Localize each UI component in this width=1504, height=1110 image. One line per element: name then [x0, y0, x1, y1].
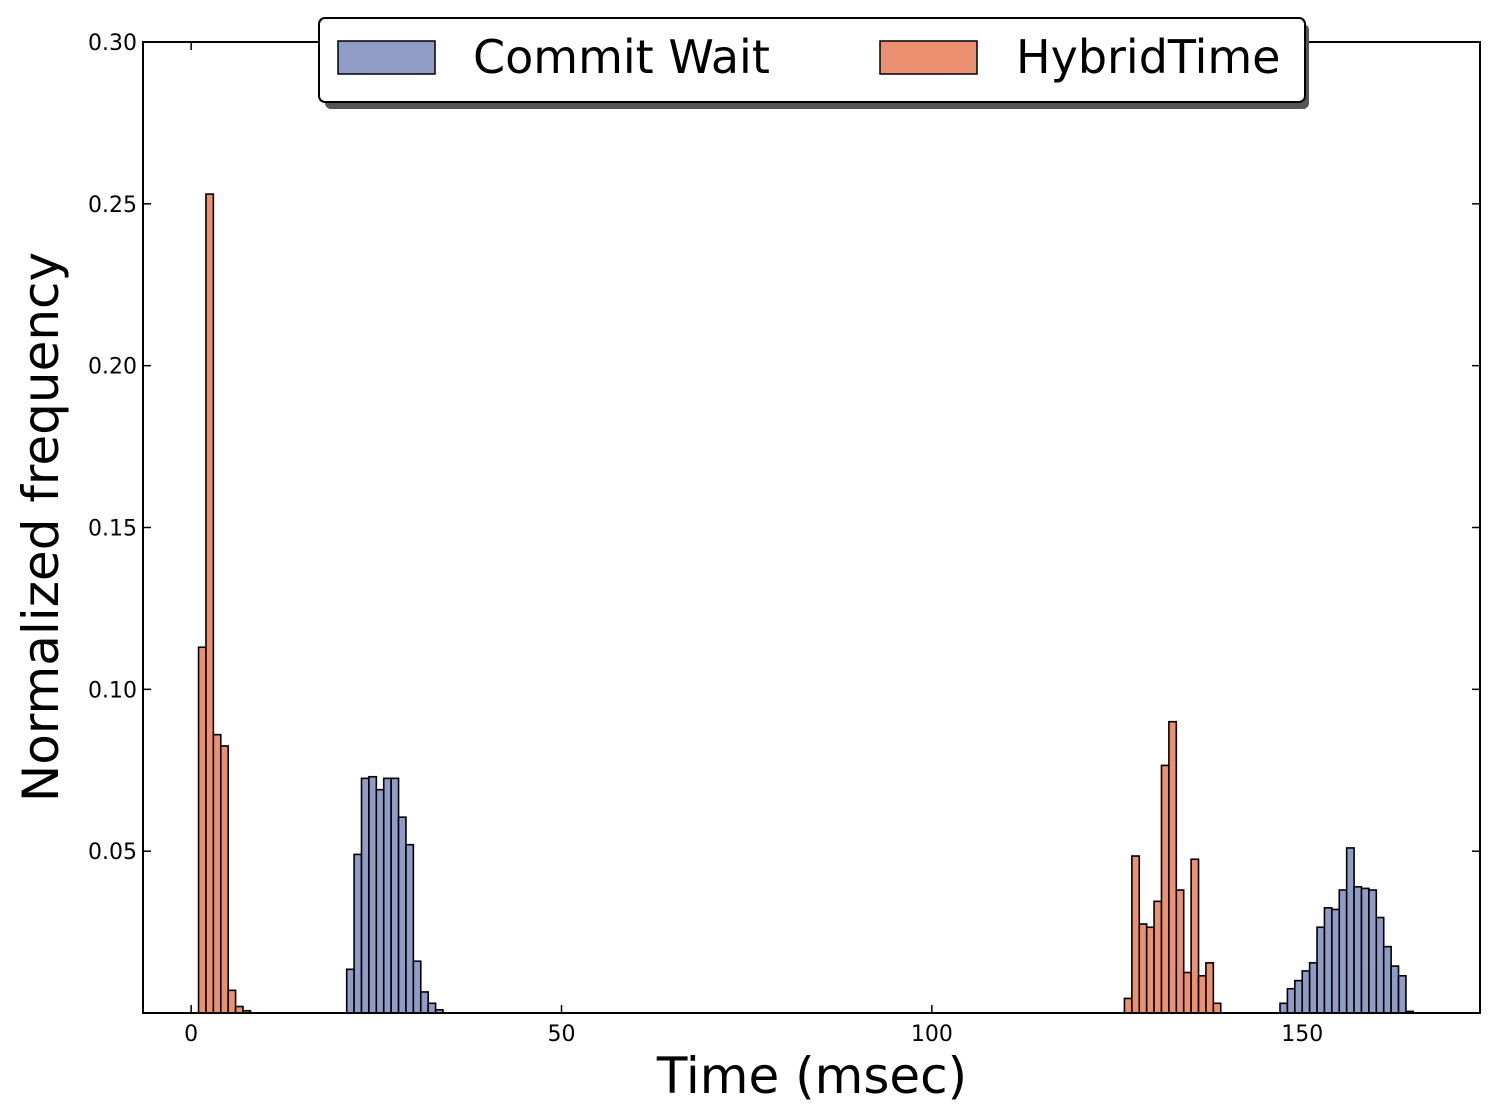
legend-label-commit-wait: Commit Wait [473, 30, 770, 84]
bar-commit-wait [405, 843, 415, 1014]
ticks-layer: 0 50 100 150 0.05 0.10 0.15 0.20 0.25 0.30 [88, 31, 1480, 1047]
legend-box [318, 17, 1306, 103]
bar-hybridtime [1123, 997, 1133, 1014]
bar-commit-wait [419, 991, 429, 1014]
bar-commit-wait [1360, 887, 1370, 1014]
legend-label-hybridtime: HybridTime [1016, 30, 1280, 84]
bar-hybridtime [1168, 720, 1178, 1014]
legend-swatch-hybridtime [879, 40, 978, 75]
x-tick-label: 0 [184, 1022, 198, 1047]
bar-commit-wait [397, 816, 407, 1014]
y-tick-label: 0.20 [88, 355, 137, 380]
bar-commit-wait [382, 777, 392, 1014]
bar-hybridtime [1175, 889, 1185, 1014]
bar-hybridtime [1205, 962, 1215, 1014]
bar-commit-wait [1286, 987, 1296, 1014]
x-tick-label: 50 [548, 1022, 576, 1047]
bar-hybridtime [227, 989, 237, 1014]
bar-commit-wait [1382, 945, 1392, 1014]
bar-commit-wait [1308, 962, 1318, 1014]
x-tick-label: 100 [911, 1022, 953, 1047]
bar-commit-wait [412, 960, 422, 1014]
bar-hybridtime [1145, 926, 1155, 1014]
bar-commit-wait [1331, 908, 1341, 1014]
bar-commit-wait [427, 1002, 437, 1014]
x-axis-title: Time (msec) [656, 1047, 967, 1105]
bar-hybridtime [1182, 971, 1192, 1014]
y-tick-label: 0.30 [88, 31, 137, 56]
bar-hybridtime [1160, 764, 1170, 1014]
bar-hybridtime [212, 733, 222, 1014]
bar-hybridtime [1138, 923, 1148, 1014]
bar-hybridtime [1131, 855, 1141, 1014]
bar-commit-wait [1345, 847, 1355, 1014]
bar-commit-wait [1375, 916, 1385, 1014]
bars-layer [197, 193, 1415, 1014]
bar-commit-wait [1353, 885, 1363, 1014]
y-tick-label: 0.15 [88, 517, 137, 542]
bar-commit-wait [368, 775, 378, 1014]
y-tick-label: 0.05 [88, 840, 137, 865]
bar-commit-wait [1301, 970, 1311, 1014]
bar-hybridtime [1212, 1002, 1222, 1014]
y-axis-title: Normalized frequency [12, 252, 70, 802]
bar-commit-wait [345, 968, 355, 1014]
bar-hybridtime [1153, 900, 1163, 1014]
x-tick-label: 150 [1281, 1022, 1323, 1047]
y-tick-label: 0.10 [88, 678, 137, 703]
bar-commit-wait [1338, 889, 1348, 1014]
bar-hybridtime [1197, 974, 1207, 1014]
bar-commit-wait [390, 777, 400, 1014]
legend: Commit Wait HybridTime [318, 17, 1309, 109]
bar-commit-wait [1397, 974, 1407, 1014]
bar-commit-wait [375, 788, 385, 1014]
plot-background [143, 42, 1480, 1013]
bar-hybridtime [1190, 858, 1200, 1014]
bar-hybridtime [197, 646, 207, 1014]
bar-commit-wait [1368, 889, 1378, 1014]
y-tick-label: 0.25 [88, 193, 137, 218]
legend-swatch-commit-wait [337, 40, 436, 75]
bar-commit-wait [1323, 907, 1333, 1014]
bar-commit-wait [1279, 1002, 1289, 1014]
bar-commit-wait [353, 853, 363, 1014]
bar-hybridtime [205, 193, 215, 1014]
bar-hybridtime [219, 745, 229, 1014]
bar-commit-wait [1294, 979, 1304, 1014]
bar-commit-wait [360, 777, 370, 1014]
bar-commit-wait [1316, 926, 1326, 1014]
bar-commit-wait [1390, 965, 1400, 1014]
